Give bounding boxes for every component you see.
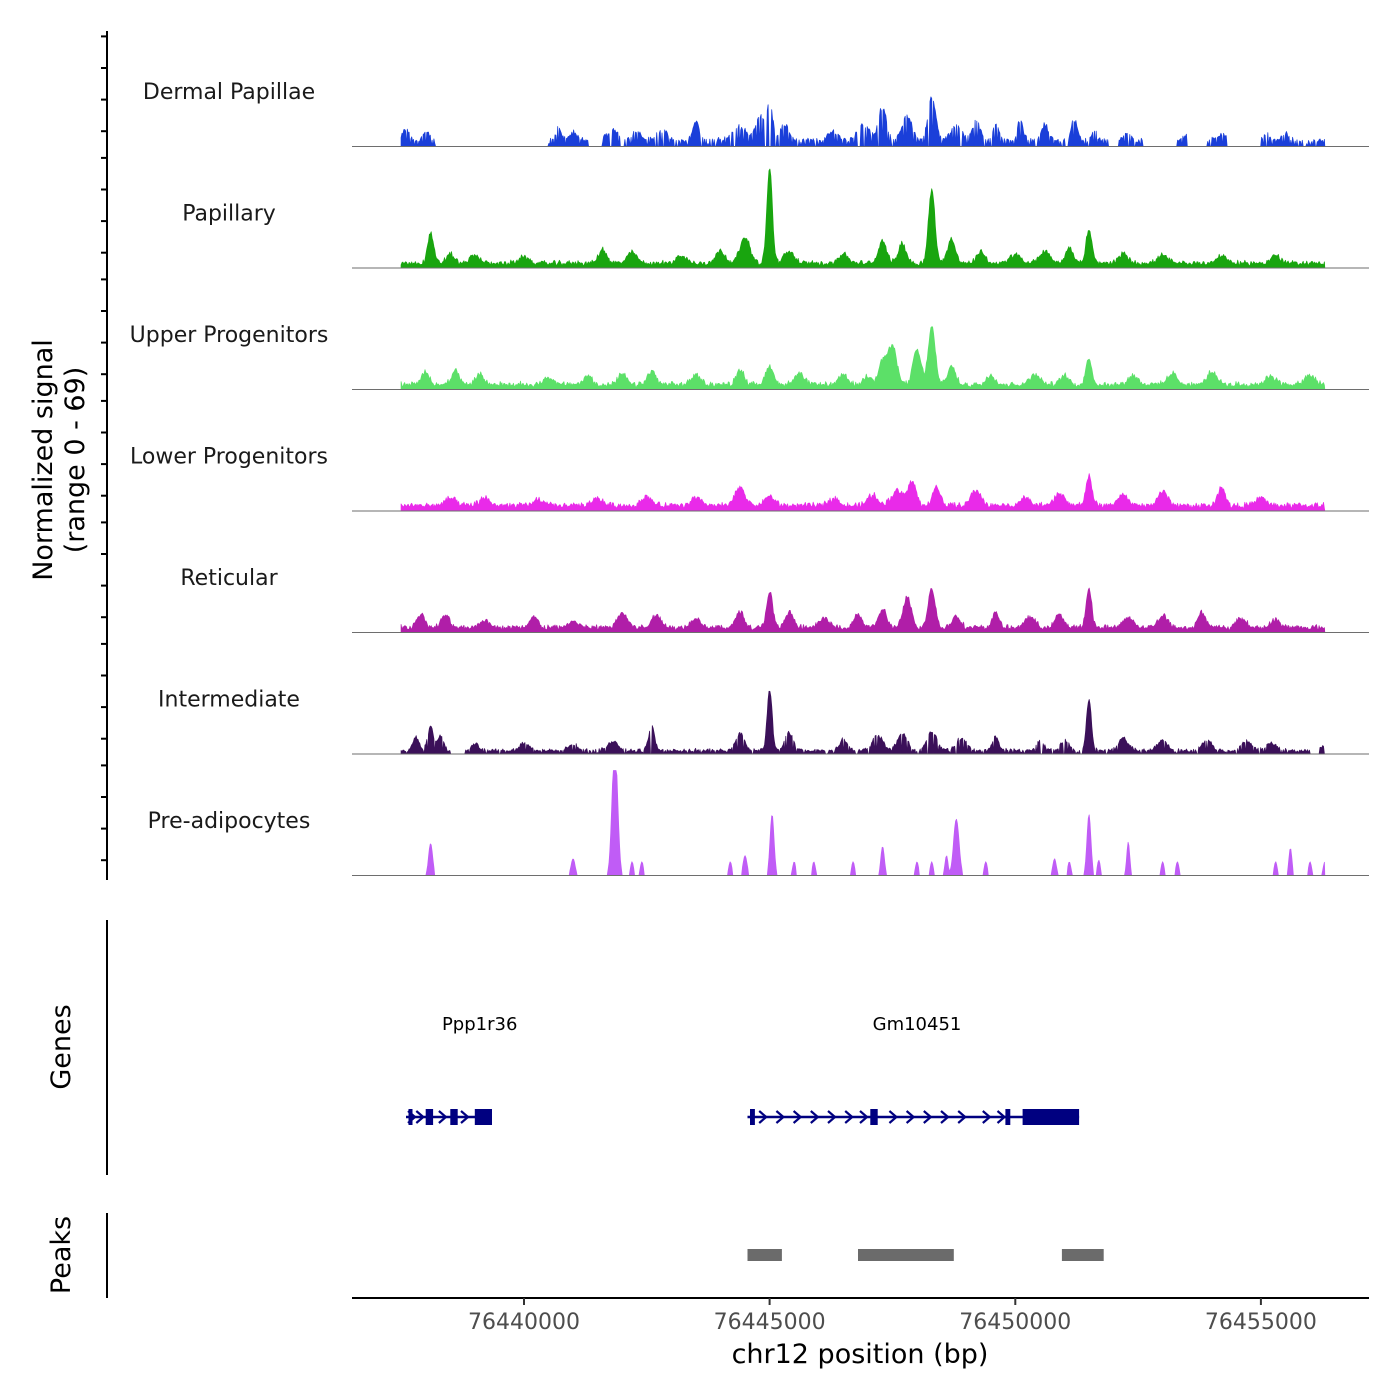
x-tick-label: 76455000: [1205, 1310, 1317, 1335]
track-papillary: Papillary: [182, 168, 1369, 269]
signal-y-label-line2: (range 0 - 69): [60, 367, 91, 554]
gene-models: Ppp1r36 Gm10451: [406, 1014, 1080, 1125]
strand-arrow: [859, 1110, 869, 1124]
track-reticular: Reticular: [180, 566, 1369, 633]
strand-arrow: [460, 1110, 470, 1124]
track-signal-area: [400, 96, 1326, 147]
track-label: Upper Progenitors: [130, 323, 329, 348]
track-signal-area: [400, 587, 1326, 633]
track-dermal-papillae: Dermal Papillae: [143, 80, 1369, 147]
peak-region-bar: [858, 1249, 954, 1261]
track-signal-area: [400, 168, 1326, 269]
strand-arrow: [957, 1110, 967, 1124]
gene-exon: [750, 1109, 755, 1125]
genes-panel-label: Genes: [46, 1004, 77, 1089]
track-label: Dermal Papillae: [143, 80, 315, 105]
strand-arrow: [438, 1110, 448, 1124]
gene-gm10451: Gm10451: [747, 1014, 1080, 1125]
gene-name-label: Ppp1r36: [442, 1014, 517, 1035]
x-tick-label: 76445000: [714, 1310, 826, 1335]
peaks-panel-label: Peaks: [46, 1216, 77, 1294]
strand-arrow: [905, 1110, 916, 1124]
x-ticks: 76440000 76445000 76450000 76455000: [468, 1298, 1317, 1335]
gene-name-label: Gm10451: [873, 1014, 962, 1035]
track-intermediate: Intermediate: [158, 688, 1369, 755]
track-label: Intermediate: [158, 688, 300, 713]
track-pre-adipocytes: Pre-adipocytes: [148, 770, 1369, 876]
x-tick-label: 76450000: [959, 1310, 1071, 1335]
gene-exon: [450, 1109, 458, 1125]
track-label: Papillary: [182, 202, 276, 227]
track-label: Pre-adipocytes: [148, 809, 311, 834]
track-upper-progenitors: Upper Progenitors: [130, 323, 1369, 390]
strand-arrow: [775, 1110, 786, 1124]
track-signal-area: [400, 473, 1326, 512]
gene-ppp1r36: Ppp1r36: [406, 1014, 517, 1125]
track-signal-area: [400, 326, 1326, 390]
x-tick-label: 76440000: [468, 1310, 580, 1335]
peak-region-bar: [1061, 1249, 1104, 1261]
track-label: Lower Progenitors: [130, 445, 328, 470]
gene-exon: [408, 1109, 413, 1125]
strand-arrow: [415, 1110, 425, 1124]
strand-arrow: [758, 1110, 768, 1124]
track-signal-area: [400, 690, 1326, 755]
strand-arrow: [810, 1110, 820, 1124]
track-label: Reticular: [180, 566, 278, 591]
strand-arrow: [827, 1110, 837, 1124]
strand-arrow: [792, 1110, 803, 1124]
track-signal-area: [400, 770, 1326, 876]
signal-y-ticks: [101, 35, 107, 862]
strand-arrow: [996, 1110, 1007, 1124]
signal-y-label-line1: Normalized signal: [28, 339, 59, 581]
strand-arrow: [923, 1110, 933, 1124]
coverage-tracks: Dermal Papillae Papillary Upper Progenitor…: [130, 80, 1369, 876]
strand-arrow: [844, 1110, 854, 1124]
track-lower-progenitors: Lower Progenitors: [130, 445, 1369, 512]
x-axis-label: chr12 position (bp): [732, 1339, 989, 1370]
peak-region-bar: [747, 1249, 782, 1261]
strand-arrow: [940, 1110, 950, 1124]
gene-exon: [425, 1109, 434, 1125]
gene-exon: [1022, 1109, 1080, 1125]
strand-arrow: [982, 1110, 992, 1124]
gene-exon: [870, 1109, 878, 1125]
peak-regions: [747, 1249, 1104, 1261]
gene-exon: [1005, 1109, 1011, 1125]
gene-exon: [474, 1109, 492, 1125]
strand-arrow: [888, 1110, 899, 1124]
